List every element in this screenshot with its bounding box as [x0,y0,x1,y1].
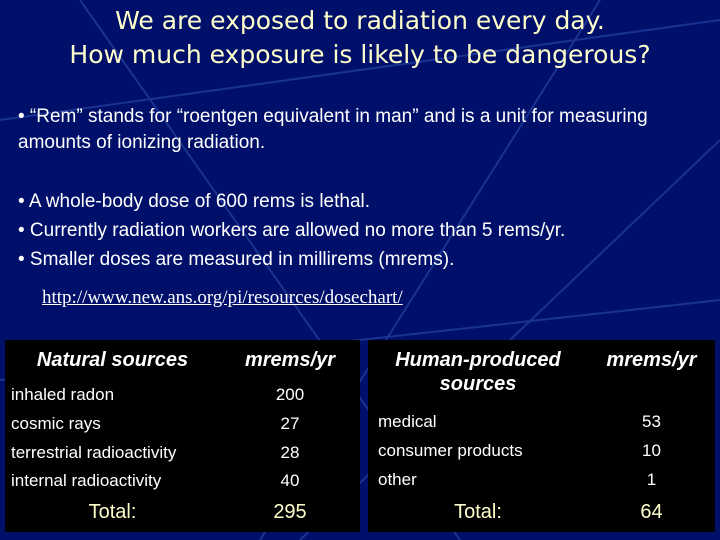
source: internal radioactivity [11,471,162,490]
value: 1 [646,470,657,489]
header: Human-produced sources [395,349,561,395]
title-line: We are exposed to radiation every day. [115,6,605,35]
source: medical [378,412,437,431]
value: 27 [280,414,300,433]
value: 28 [280,443,300,462]
value: 200 [275,385,305,404]
value: 10 [642,441,661,460]
bullet: • Smaller doses are measured in millirem… [18,249,455,270]
total-value: 64 [640,501,663,523]
natural-table: Natural sources mrems/yr inhaled radon 2… [5,340,360,532]
source: cosmic rays [11,414,101,433]
source: consumer products [378,441,523,460]
source: other [378,470,417,489]
link[interactable]: http://www.new.ans.org/pi/resources/dose… [42,287,403,308]
source: terrestrial radioactivity [11,443,177,462]
total-label: Total: [454,501,502,523]
total-value: 295 [273,501,307,523]
value: 40 [280,471,300,490]
header: mrems/yr [244,349,336,371]
source: inhaled radon [11,385,115,404]
bullet: • Currently radiation workers are allowe… [18,220,566,241]
human-table: Human-produced sources mrems/yr medical … [368,340,715,532]
bullet: • A whole-body dose of 600 rems is letha… [18,191,371,212]
value: 53 [642,412,661,431]
header: Natural sources [36,349,189,371]
bullet: • “Rem” stands for “roentgen equivalent … [18,106,648,153]
title-line: How much exposure is likely to be danger… [69,40,651,69]
total-label: Total: [88,501,137,523]
header: mrems/yr [606,349,697,371]
